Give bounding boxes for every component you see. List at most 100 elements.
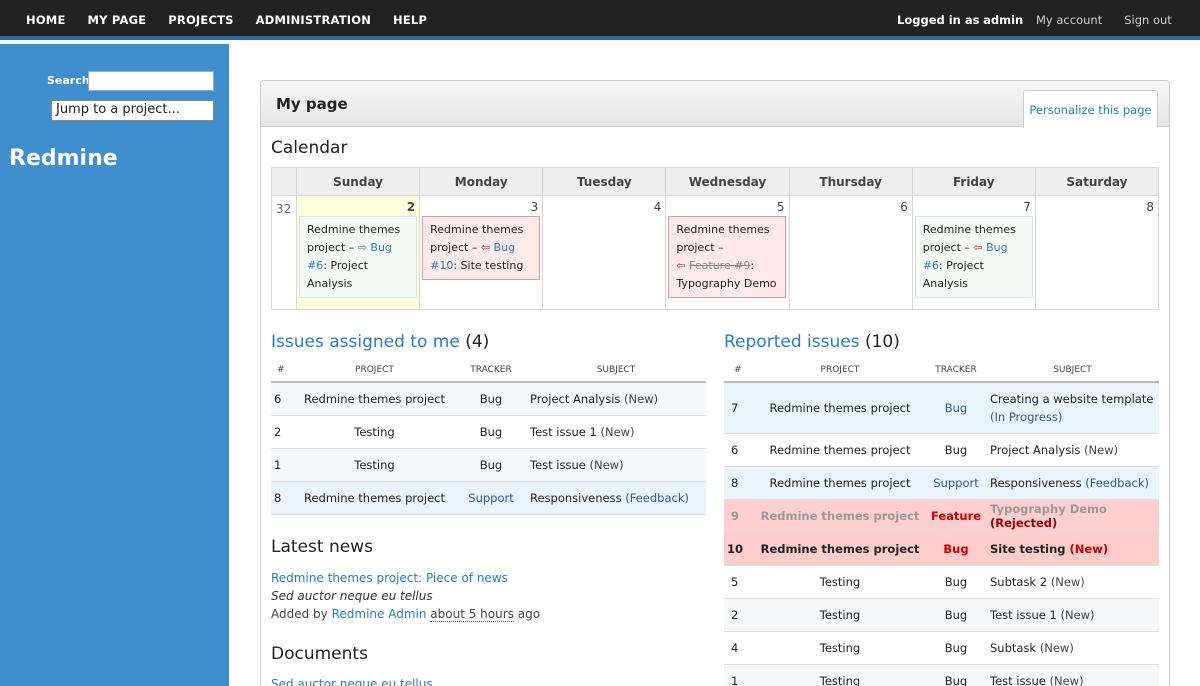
issue-project[interactable]: Testing: [293, 448, 456, 482]
issue-project[interactable]: Redmine themes project: [293, 382, 456, 416]
assigned-issues-link[interactable]: Issues assigned to me: [271, 332, 460, 352]
calendar-issue[interactable]: Redmine themes project – ⇨ Bug #6: Proje…: [299, 216, 417, 298]
issue-tracker-link[interactable]: Bug: [493, 241, 516, 254]
nav-help[interactable]: HELP: [393, 13, 428, 27]
issue-subject[interactable]: Subtask: [990, 640, 1037, 655]
issue-id[interactable]: 10: [724, 532, 754, 566]
news-title-link[interactable]: Redmine themes project: Piece of news: [271, 571, 508, 585]
issue-id[interactable]: 2: [724, 598, 754, 632]
nav-projects[interactable]: PROJECTS: [168, 13, 234, 27]
issue-project[interactable]: Redmine themes project: [754, 532, 926, 566]
col-header-tracker[interactable]: TRACKER: [456, 358, 526, 383]
table-row[interactable]: 9 Redmine themes project Feature Typogra…: [724, 499, 1159, 533]
issue-subject[interactable]: Test issue: [530, 457, 586, 472]
issue-id[interactable]: 5: [724, 565, 754, 599]
issue-subject[interactable]: Project Analysis: [990, 442, 1081, 457]
issue-subject[interactable]: Site testing: [990, 541, 1066, 556]
personalize-page-tab[interactable]: Personalize this page: [1023, 90, 1158, 128]
issue-tracker: Support: [456, 481, 526, 515]
col-header-project[interactable]: PROJECT: [293, 358, 456, 383]
document-link[interactable]: Sed auctor neque eu tellus: [271, 677, 433, 686]
col-header-id[interactable]: #: [724, 358, 754, 383]
issue-project[interactable]: Testing: [754, 565, 926, 599]
issue-subject[interactable]: Test issue: [990, 673, 1046, 686]
issue-project[interactable]: Testing: [293, 415, 456, 449]
issue-ref-link[interactable]: #10: [430, 259, 454, 272]
site-title[interactable]: Redmine: [9, 146, 118, 171]
issue-id[interactable]: 7: [724, 382, 754, 434]
issue-id[interactable]: 1: [271, 448, 293, 482]
jump-to-project-select[interactable]: Jump to a project...: [51, 100, 214, 121]
issue-id[interactable]: 6: [271, 382, 293, 416]
issue-subject-cell: Subtask 2 (New): [986, 565, 1159, 599]
news-author-link[interactable]: Redmine Admin: [331, 607, 427, 621]
issue-ref-link[interactable]: #6: [922, 259, 939, 272]
issue-subject[interactable]: Subtask 2: [990, 574, 1048, 589]
col-header-id[interactable]: #: [271, 358, 293, 383]
issue-project: Redmine themes project –: [430, 223, 524, 254]
my-account-link[interactable]: My account: [1036, 13, 1103, 27]
issue-ref-link[interactable]: #6: [307, 259, 324, 272]
table-row[interactable]: 4 Testing Bug Subtask (New): [724, 631, 1159, 665]
table-row[interactable]: 8 Redmine themes project Support Respons…: [271, 481, 706, 515]
issue-status: (New): [1060, 607, 1095, 622]
table-row[interactable]: 10 Redmine themes project Bug Site testi…: [724, 532, 1159, 566]
issue-ref-link[interactable]: Feature #9: [689, 259, 751, 272]
issue-id[interactable]: 6: [724, 433, 754, 467]
issue-id[interactable]: 1: [724, 664, 754, 686]
issue-tracker: Bug: [926, 433, 986, 467]
issue-subject[interactable]: Responsiveness: [530, 490, 622, 505]
nav-home[interactable]: HOME: [26, 13, 66, 27]
issue-project[interactable]: Redmine themes project: [754, 466, 926, 500]
calendar-issue[interactable]: Redmine themes project – ⇦ Bug #6: Proje…: [914, 216, 1033, 298]
issue-id[interactable]: 8: [724, 466, 754, 500]
table-row[interactable]: 8 Redmine themes project Support Respons…: [724, 466, 1159, 500]
reported-issues-link[interactable]: Reported issues: [724, 332, 860, 352]
table-row[interactable]: 2 Testing Bug Test issue 1 (New): [271, 415, 706, 449]
issue-project[interactable]: Testing: [754, 664, 926, 686]
col-header-subject[interactable]: SUBJECT: [986, 358, 1159, 383]
issue-project[interactable]: Testing: [754, 598, 926, 632]
issue-id[interactable]: 9: [724, 499, 754, 533]
issue-status: (New): [1049, 673, 1084, 686]
issue-subject[interactable]: Responsiveness: [990, 475, 1082, 490]
issue-subject[interactable]: Typography Demo: [990, 501, 1107, 516]
issue-status: (Rejected): [990, 515, 1058, 530]
issue-project[interactable]: Redmine themes project: [293, 481, 456, 515]
page-title: My page: [276, 95, 348, 113]
news-time[interactable]: about 5 hours: [430, 607, 514, 622]
issue-tracker-link[interactable]: Bug: [986, 241, 1008, 254]
nav-administration[interactable]: ADMINISTRATION: [255, 13, 372, 27]
issue-subject[interactable]: Test issue 1: [990, 607, 1057, 622]
issue-project[interactable]: Redmine themes project: [754, 433, 926, 467]
issue-project[interactable]: Redmine themes project: [754, 382, 926, 434]
issue-id[interactable]: 8: [271, 481, 293, 515]
table-row[interactable]: 6 Redmine themes project Bug Project Ana…: [724, 433, 1159, 467]
table-row[interactable]: 6 Redmine themes project Bug Project Ana…: [271, 382, 706, 416]
table-row[interactable]: 1 Testing Bug Test issue (New): [271, 448, 706, 482]
logged-in-user[interactable]: admin: [983, 13, 1024, 27]
issue-subject[interactable]: Project Analysis: [530, 391, 621, 406]
sign-out-link[interactable]: Sign out: [1124, 13, 1172, 27]
table-row[interactable]: 2 Testing Bug Test issue 1 (New): [724, 598, 1159, 632]
nav-my-page[interactable]: MY PAGE: [87, 13, 147, 27]
col-header-tracker[interactable]: TRACKER: [926, 358, 986, 383]
issue-subject[interactable]: Creating a website template: [990, 391, 1154, 406]
news-summary: Sed auctor neque eu tellus: [271, 589, 433, 603]
search-input[interactable]: [88, 71, 214, 91]
issue-subject[interactable]: Test issue 1: [530, 424, 597, 439]
calendar-issue[interactable]: Redmine themes project – ⇦ Bug #10: Site…: [422, 216, 541, 280]
issue-project: Redmine themes project –: [922, 223, 1016, 254]
issue-project[interactable]: Testing: [754, 631, 926, 665]
table-row[interactable]: 7 Redmine themes project Bug Creating a …: [724, 382, 1159, 434]
issue-project[interactable]: Redmine themes project: [754, 499, 926, 533]
table-row[interactable]: 5 Testing Bug Subtask 2 (New): [724, 565, 1159, 599]
issue-tracker-link[interactable]: Bug: [370, 241, 392, 254]
col-header-project[interactable]: PROJECT: [754, 358, 926, 383]
table-row[interactable]: 1 Testing Bug Test issue (New): [724, 664, 1159, 686]
col-header-subject[interactable]: SUBJECT: [526, 358, 706, 383]
issue-id[interactable]: 2: [271, 415, 293, 449]
issue-id[interactable]: 4: [724, 631, 754, 665]
calendar-issue[interactable]: Redmine themes project – ⇦ Feature #9: T…: [668, 216, 787, 298]
week-col-header: [271, 167, 297, 196]
